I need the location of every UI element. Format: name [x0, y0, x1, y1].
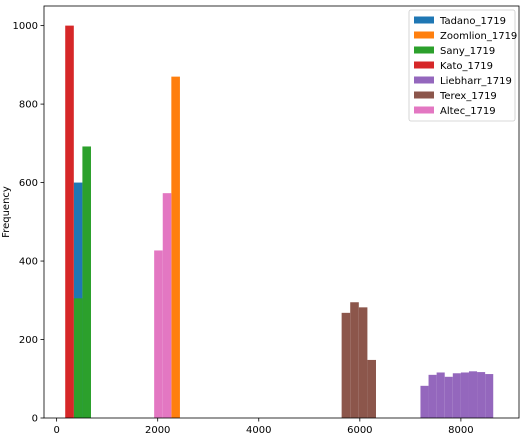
x-tick-label: 6000: [347, 425, 372, 436]
bar-terex-1719-0: [341, 312, 351, 418]
y-tick-label: 0: [32, 414, 38, 425]
ticks-group: 0 2000 4000 6000 8000 0 200 400 600 800 1000: [13, 21, 474, 436]
y-tick-label: 1000: [13, 21, 38, 32]
legend-entry: Terex_1719: [439, 91, 497, 102]
bar-liebharr-1719-3: [444, 376, 453, 418]
bar-liebharr-1719-6: [468, 371, 478, 418]
bar-altec-1719-0: [154, 250, 163, 418]
bar-liebharr-1719-5: [460, 372, 469, 418]
legend-swatch: [414, 31, 434, 39]
bar-zoomlion-1719-0: [171, 76, 180, 418]
legend-entry: Tadano_1719: [439, 16, 506, 27]
legend-swatch: [414, 106, 434, 114]
legend-swatch: [414, 91, 434, 99]
bar-liebharr-1719-0: [420, 385, 429, 418]
x-tick-label: 8000: [448, 425, 473, 436]
bar-sany-1719-0: [73, 298, 83, 418]
y-axis-label: Frequency: [1, 186, 12, 238]
legend-entry: Zoomlion_1719: [440, 31, 517, 42]
legend-swatch: [414, 46, 434, 54]
bar-terex-1719-1: [350, 302, 359, 418]
bar-liebharr-1719-4: [452, 373, 461, 418]
bar-liebharr-1719-2: [436, 372, 445, 418]
bar-liebharr-1719-1: [428, 374, 437, 418]
legend-swatch: [414, 61, 434, 69]
y-tick-label: 400: [19, 257, 38, 268]
y-tick-label: 200: [19, 335, 38, 346]
x-tick-label: 4000: [246, 425, 271, 436]
legend-entry: Liebharr_1719: [440, 76, 512, 87]
bar-sany-1719-1: [82, 146, 91, 418]
y-tick-label: 600: [19, 178, 38, 189]
y-tick-label: 800: [19, 100, 38, 111]
legend-swatch: [414, 76, 434, 84]
bar-terex-1719-3: [367, 359, 376, 418]
x-tick-label: 0: [53, 425, 59, 436]
legend-box: [408, 9, 516, 122]
bar-altec-1719-1: [162, 193, 172, 418]
axes-group: [43, 5, 520, 419]
legend-entry: Kato_1719: [440, 61, 493, 72]
bar-kato-1719-0: [65, 25, 74, 419]
bar-liebharr-1719-8: [485, 374, 494, 418]
bar-liebharr-1719-7: [477, 372, 486, 418]
x-tick-label: 2000: [145, 425, 170, 436]
plot-frame: [43, 5, 520, 419]
legend: Tadano_1719 Zoomlion_1719 Sany_1719 Kato_17…: [408, 9, 517, 122]
legend-entry: Sany_1719: [440, 46, 495, 57]
bars-group: [65, 25, 494, 419]
bar-terex-1719-2: [358, 307, 368, 418]
legend-swatch: [414, 16, 434, 24]
legend-entry: Altec_1719: [440, 106, 496, 117]
